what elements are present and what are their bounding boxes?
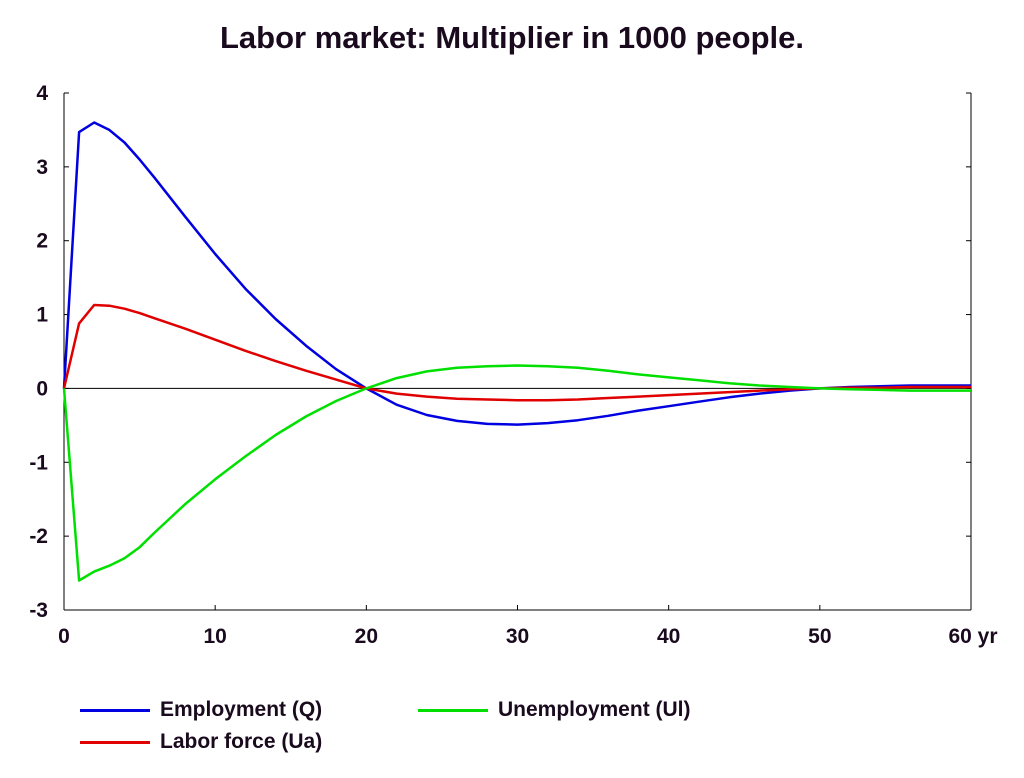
legend-item-labor-force: Labor force (Ua) — [80, 730, 322, 754]
x-tick-label: 10 — [203, 625, 226, 648]
series-line-labor-force-ua — [62, 303, 971, 402]
x-tick-label: 20 — [355, 625, 378, 648]
y-tick-label: 2 — [36, 230, 48, 253]
legend-swatch-labor-force — [80, 740, 150, 744]
y-tick-label: -3 — [29, 599, 48, 622]
y-tick-label: 4 — [36, 82, 48, 105]
legend-label-unemployment: Unemployment (Ul) — [498, 698, 691, 721]
legend-swatch-employment — [80, 708, 150, 712]
series-line-employment-q — [62, 121, 971, 426]
y-tick-label: 0 — [36, 377, 48, 400]
x-tick-label: 50 — [808, 625, 831, 648]
x-tick-label: 30 — [506, 625, 529, 648]
y-tick-label: 3 — [36, 156, 48, 179]
x-tick-label: 40 — [657, 625, 680, 648]
legend-item-unemployment: Unemployment (Ul) — [418, 698, 691, 722]
chart-title: Labor market: Multiplier in 1000 people. — [220, 20, 804, 55]
series-layer — [62, 121, 971, 582]
legend-swatch-unemployment — [418, 708, 488, 712]
x-tick-label: 0 — [58, 625, 70, 648]
legend-label-employment: Employment (Q) — [160, 698, 323, 721]
x-tick-label: 60 yr — [948, 625, 997, 648]
y-tick-label: -2 — [29, 525, 48, 548]
legend-label-labor-force: Labor force (Ua) — [160, 730, 323, 753]
axes — [63, 92, 972, 611]
y-tick-label: 1 — [36, 304, 48, 327]
series-line-unemployment-ul — [62, 364, 971, 582]
y-tick-label: -1 — [29, 451, 48, 474]
legend-item-employment: Employment (Q) — [80, 698, 322, 722]
